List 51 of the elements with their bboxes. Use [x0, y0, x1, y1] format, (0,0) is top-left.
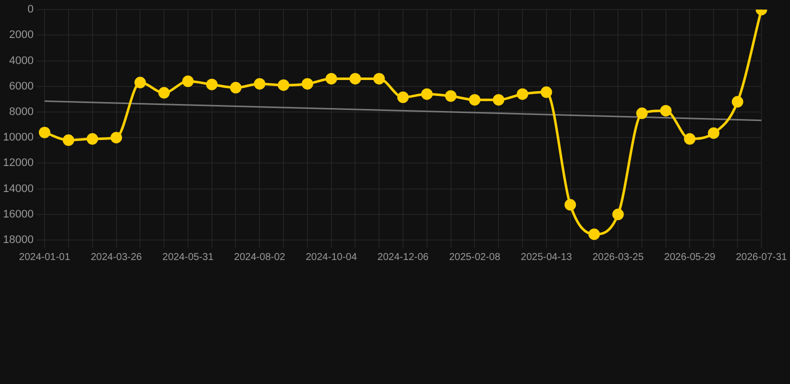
x-tick-label: 2026-07-31 — [736, 252, 788, 263]
point — [492, 94, 504, 106]
point — [254, 78, 266, 90]
point — [468, 94, 480, 106]
point — [62, 134, 74, 146]
point — [588, 228, 600, 240]
x-tick-label: 2024-08-02 — [234, 252, 286, 263]
y-tick-label: 18000 — [2, 234, 34, 246]
point — [326, 72, 338, 84]
point — [564, 199, 576, 211]
x-tick-label: 2026-03-25 — [592, 252, 644, 263]
point — [182, 76, 194, 88]
point — [540, 86, 552, 98]
point — [110, 132, 122, 144]
x-tick-label: 2024-05-31 — [162, 252, 214, 263]
point — [302, 78, 314, 90]
y-tick-label: 2000 — [9, 29, 34, 42]
x-tick-label: 2026-05-29 — [664, 252, 716, 263]
x-tick-label: 2025-04-13 — [520, 252, 572, 263]
y-tick-label: 14000 — [2, 182, 34, 195]
y-tick-label: 6000 — [9, 80, 34, 92]
point — [732, 96, 744, 108]
y-tick-label: 10000 — [2, 132, 34, 144]
point — [684, 133, 696, 145]
point — [278, 79, 290, 91]
point — [516, 88, 528, 100]
y-tick-label: 8000 — [9, 106, 34, 118]
point — [636, 108, 648, 120]
point — [373, 72, 385, 84]
point — [349, 72, 361, 84]
y-tick-label: 12000 — [2, 157, 34, 170]
x-tick-label: 2024-12-06 — [377, 252, 430, 263]
x-tick-label: 2024-01-01 — [19, 252, 71, 263]
point — [708, 127, 720, 139]
point — [397, 92, 409, 104]
point — [230, 82, 242, 94]
x-tick-label: 2024-03-26 — [90, 252, 142, 263]
y-tick-label: 0 — [27, 4, 34, 16]
point — [134, 76, 146, 88]
point — [421, 88, 433, 100]
point — [660, 104, 672, 116]
point — [612, 208, 624, 220]
y-tick-label: 16000 — [2, 208, 34, 220]
point — [38, 126, 50, 138]
point — [86, 133, 98, 145]
point — [445, 90, 457, 102]
x-tick-label: 2025-02-08 — [449, 252, 501, 263]
point — [206, 78, 218, 90]
x-tick-label: 2024-10-04 — [306, 252, 358, 263]
y-tick-label: 4000 — [9, 54, 34, 67]
point — [158, 87, 170, 99]
